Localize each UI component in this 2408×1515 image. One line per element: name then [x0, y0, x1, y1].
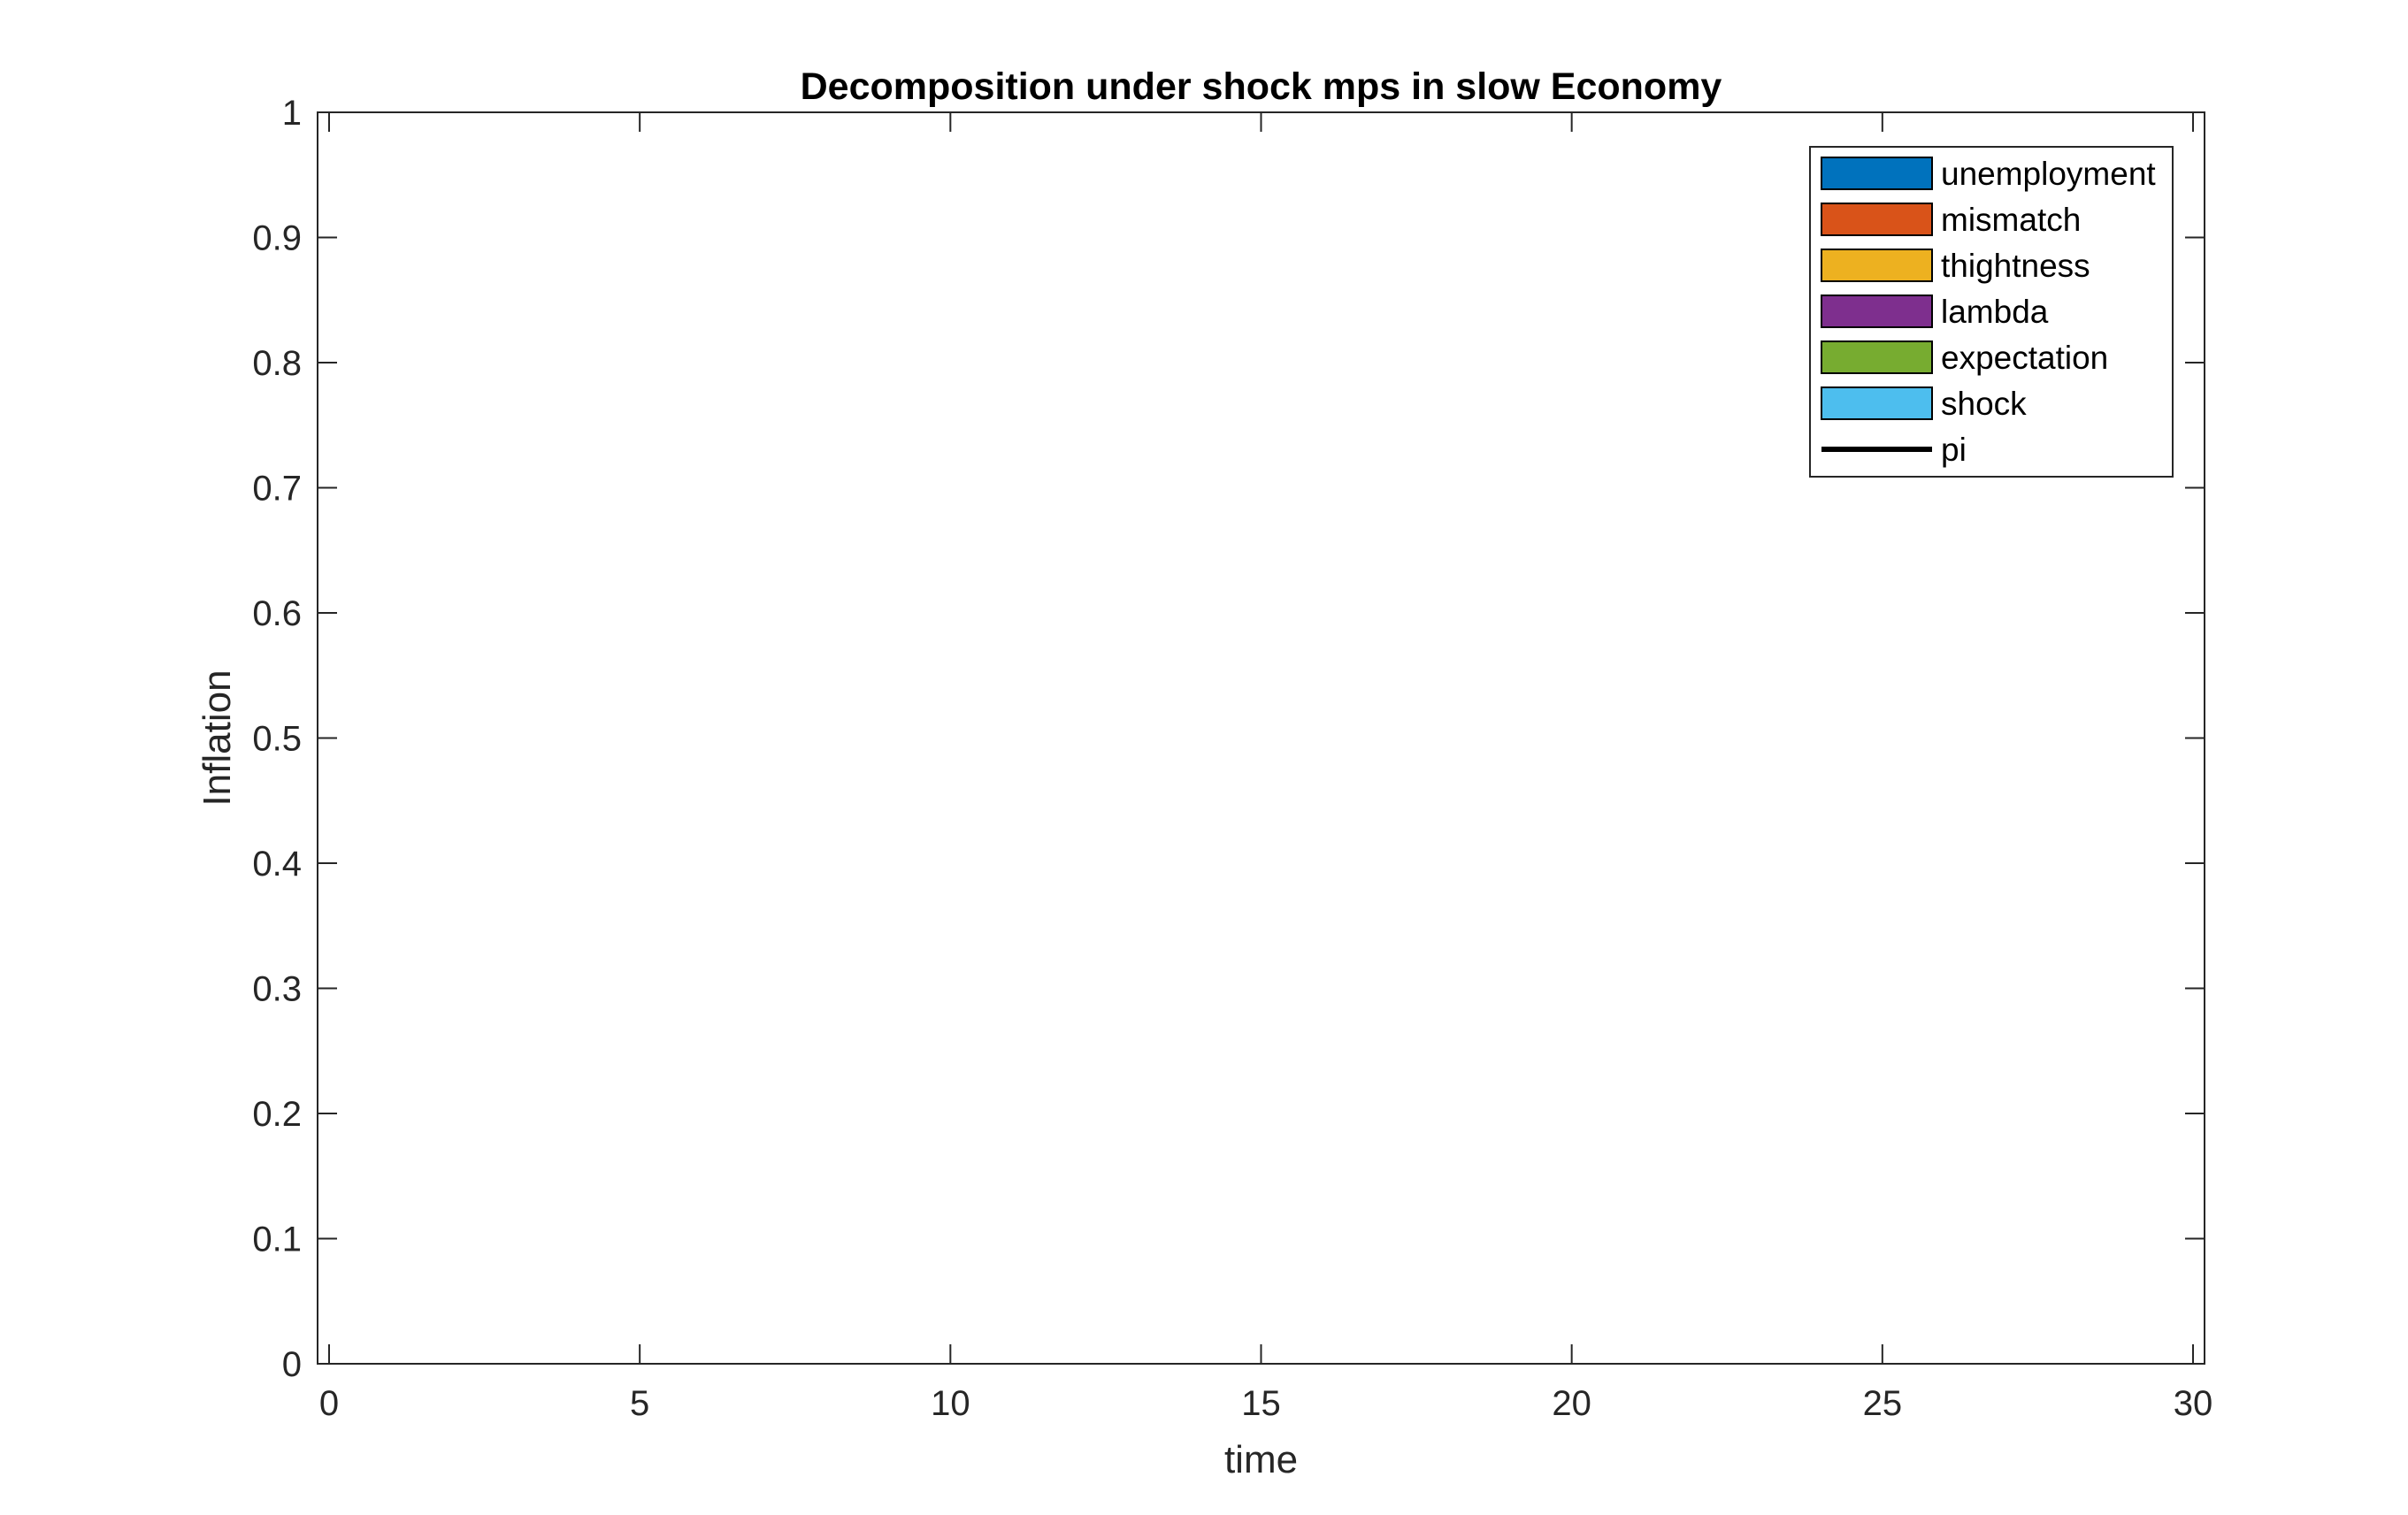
x-tick-label: 25	[1863, 1384, 1903, 1423]
x-tick-label: 30	[2174, 1384, 2213, 1423]
legend-swatch-unemployment	[1821, 157, 1933, 190]
legend-item: unemployment	[1821, 156, 2156, 192]
x-tick-labels: 0 5 10 15 20 25 30	[319, 1384, 2212, 1423]
y-tick-label: 0	[282, 1345, 302, 1384]
legend-label-thightness: thightness	[1941, 248, 2090, 284]
x-tick-label: 0	[319, 1384, 339, 1423]
legend-label-expectation: expectation	[1941, 340, 2108, 376]
y-tick-label: 0.9	[252, 219, 302, 258]
legend-label-unemployment: unemployment	[1941, 156, 2156, 192]
y-tick-label: 0.7	[252, 470, 302, 509]
legend-items: unemployment mismatch thightness lambda expe…	[1821, 156, 2156, 468]
legend-swatch-thightness	[1821, 249, 1933, 282]
x-tick-label: 15	[1241, 1384, 1281, 1423]
y-tick-label: 0.1	[252, 1220, 302, 1259]
legend-swatch-mismatch	[1821, 203, 1933, 236]
y-tick-label: 0.4	[252, 845, 302, 884]
plot-frame	[317, 111, 2205, 1365]
x-tick-label: 10	[931, 1384, 970, 1423]
legend-swatch-shock	[1821, 386, 1933, 420]
x-axis-label: time	[1224, 1438, 1298, 1481]
y-tick-label: 0.8	[252, 344, 302, 383]
legend-label-mismatch: mismatch	[1941, 202, 2081, 238]
y-tick-label: 0.6	[252, 594, 302, 633]
ticks-layer	[318, 111, 2205, 1365]
legend-label-shock: shock	[1941, 386, 2027, 422]
chart-title: Decomposition under shock mps in slow Ec…	[801, 65, 1722, 108]
y-tick-label: 0.5	[252, 720, 302, 759]
legend-item: mismatch	[1821, 202, 2081, 238]
y-tick-labels: 0 0.1 0.2 0.3 0.4 0.5 0.6 0.7 0.8 0.9 1	[252, 94, 302, 1384]
y-tick-label: 0.3	[252, 970, 302, 1009]
legend-item: shock	[1821, 386, 2027, 422]
y-tick-label: 0.2	[252, 1095, 302, 1134]
y-axis-label: Inflation	[196, 670, 239, 806]
legend-label-lambda: lambda	[1941, 294, 2049, 330]
legend-item: expectation	[1821, 340, 2108, 376]
x-tick-label: 5	[630, 1384, 649, 1423]
legend-swatch-lambda	[1821, 295, 1933, 328]
legend-item: lambda	[1821, 294, 2049, 330]
legend-item: thightness	[1821, 248, 2090, 284]
x-tick-label: 20	[1552, 1384, 1591, 1423]
y-tick-label: 1	[282, 94, 302, 133]
legend-item: pi	[1821, 432, 1967, 468]
legend-label-pi: pi	[1941, 432, 1967, 468]
legend: unemployment mismatch thightness lambda expe…	[1809, 146, 2174, 478]
legend-swatch-expectation	[1821, 340, 1933, 374]
